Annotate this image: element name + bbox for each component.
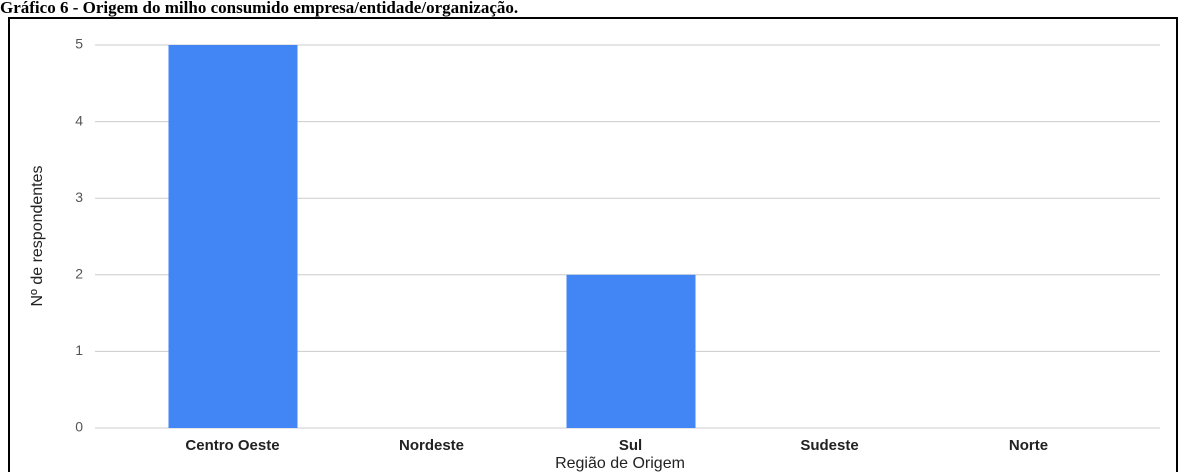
x-axis-title: Região de Origem <box>555 455 685 472</box>
y-tick-label: 5 <box>75 36 83 52</box>
y-tick-label: 1 <box>75 342 83 358</box>
bar <box>566 274 696 428</box>
x-tick-label: Norte <box>1009 437 1048 454</box>
bar <box>168 45 298 428</box>
chart-title: Gráfico 6 - Origem do milho consumido em… <box>0 0 518 17</box>
y-tick-label: 3 <box>75 189 83 205</box>
x-tick-label: Centro Oeste <box>185 437 279 454</box>
y-axis-title: Nº de respondentes <box>29 165 46 306</box>
x-tick-label: Nordeste <box>399 437 464 454</box>
y-tick-label: 2 <box>75 266 83 282</box>
x-tick-label: Sul <box>619 437 642 454</box>
y-tick-label: 4 <box>75 112 83 128</box>
y-tick-label: 0 <box>75 419 83 435</box>
x-tick-label: Sudeste <box>800 437 858 454</box>
